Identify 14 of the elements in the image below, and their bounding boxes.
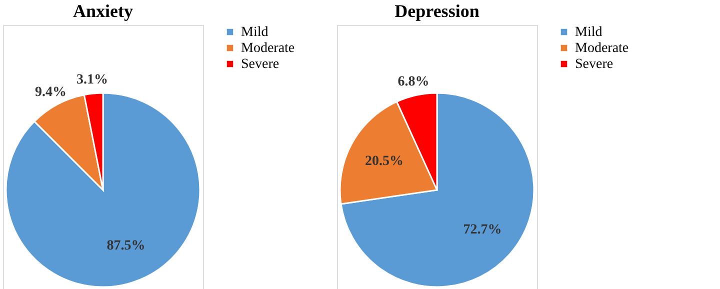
legend-label: Severe [575,57,614,72]
legend-label: Severe [241,57,280,72]
data-label: 87.5% [106,238,146,254]
data-label: 9.4% [35,85,66,100]
data-label: 72.7% [463,222,502,238]
legend-label: Mild [575,25,602,40]
chart-title: Anxiety [73,1,133,21]
data-label: 6.8% [398,74,430,90]
legend-label: Moderate [241,41,295,56]
legend-label: Moderate [575,41,629,56]
chart-title: Depression [394,1,480,21]
legend-label: Mild [241,25,268,40]
data-label: 20.5% [364,154,404,170]
data-label: 3.1% [76,72,108,88]
